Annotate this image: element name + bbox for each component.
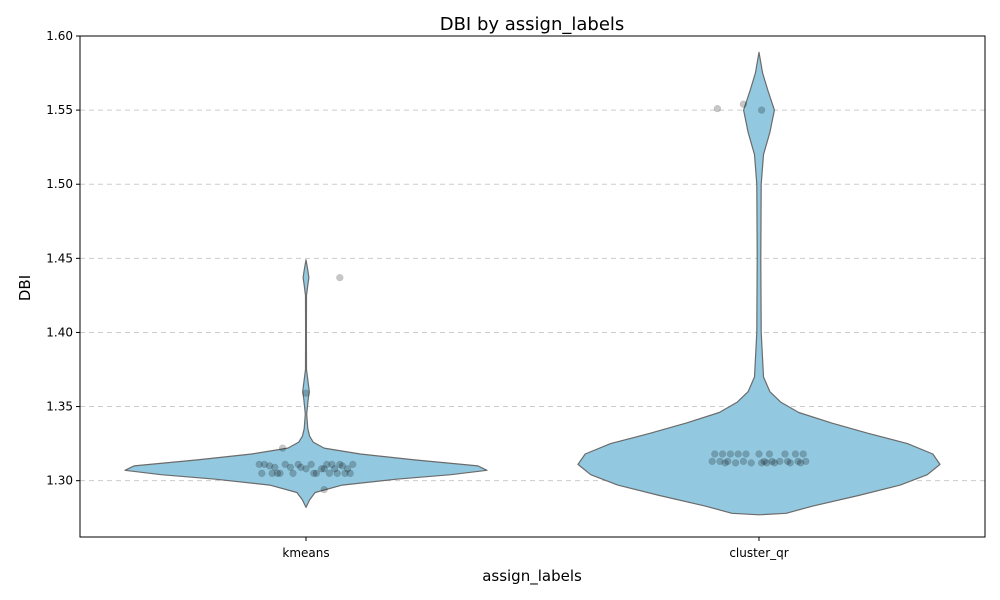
strip-point-kmeans xyxy=(333,469,341,477)
strip-point-cluster_qr xyxy=(794,457,802,466)
x-axis-title: assign_labels xyxy=(482,567,582,586)
violin-cluster_qr xyxy=(577,51,941,516)
y-tick-label: 1.40 xyxy=(46,325,73,339)
y-tick-label: 1.30 xyxy=(46,474,73,488)
strip-point-kmeans xyxy=(271,463,279,471)
strip-point-cluster_qr xyxy=(708,457,716,466)
strip-point-kmeans xyxy=(276,469,284,477)
strip-point-cluster_qr xyxy=(783,457,792,466)
strip-point-cluster_qr xyxy=(747,459,755,467)
strip-point-cluster_qr xyxy=(765,450,774,458)
strip-point-cluster_qr xyxy=(724,457,732,466)
strip-point-kmeans xyxy=(349,460,357,469)
strip-point-kmeans xyxy=(297,463,305,471)
strip-point-kmeans xyxy=(286,463,295,471)
strip-point-cluster_qr xyxy=(716,457,724,466)
strip-point-cluster_qr xyxy=(739,457,748,466)
y-axis-title: DBI xyxy=(16,275,34,301)
strip-point-cluster_qr xyxy=(742,450,750,458)
strip-points xyxy=(255,100,810,494)
strip-point-kmeans xyxy=(325,469,334,477)
strip-point-cluster_qr xyxy=(799,450,807,458)
strip-point-kmeans xyxy=(255,460,263,469)
strip-point-cluster_qr xyxy=(726,450,735,458)
strip-point-kmeans xyxy=(289,469,297,477)
strip-point-cluster_qr xyxy=(796,459,805,467)
strip-point-kmeans xyxy=(278,444,287,452)
strip-point-kmeans xyxy=(260,460,269,469)
chart-title: DBI by assign_labels xyxy=(440,14,625,35)
violin-kmeans xyxy=(124,259,488,508)
strip-point-kmeans xyxy=(294,460,302,469)
strip-point-cluster_qr xyxy=(757,459,766,467)
strip-point-cluster_qr xyxy=(781,450,789,458)
x-tick-label: cluster_qr xyxy=(729,546,788,560)
strip-point-cluster_qr xyxy=(739,100,748,108)
strip-point-kmeans xyxy=(268,469,276,477)
strip-point-kmeans xyxy=(330,465,339,473)
strip-point-cluster_qr xyxy=(768,457,776,466)
strip-point-cluster_qr xyxy=(763,459,771,467)
strip-point-cluster_qr xyxy=(760,457,768,466)
y-axis-ticks: 1.30 1.35 1.40 1.45 1.50 1.55 1.60 xyxy=(46,29,80,488)
strip-point-kmeans xyxy=(302,465,310,473)
strip-point-cluster_qr xyxy=(791,450,800,458)
y-tick-label: 1.55 xyxy=(46,103,73,117)
strip-point-kmeans xyxy=(302,389,310,397)
strip-point-cluster_qr xyxy=(718,450,727,458)
x-axis-ticks: kmeans cluster_qr xyxy=(282,537,789,560)
strip-point-kmeans xyxy=(320,465,328,473)
x-tick-label: kmeans xyxy=(282,546,329,560)
strip-point-kmeans xyxy=(343,465,352,473)
strip-point-cluster_qr xyxy=(770,459,779,467)
strip-point-kmeans xyxy=(338,462,347,470)
strip-point-kmeans xyxy=(265,462,274,470)
strip-point-kmeans xyxy=(323,460,331,469)
strip-point-kmeans xyxy=(258,469,266,477)
strip-point-kmeans xyxy=(320,485,328,494)
strip-point-kmeans xyxy=(307,460,315,469)
strip-point-kmeans xyxy=(346,469,354,477)
grid-lines xyxy=(80,35,985,482)
strip-point-cluster_qr xyxy=(802,457,810,466)
violins xyxy=(124,51,941,516)
y-tick-label: 1.50 xyxy=(46,177,73,191)
strip-point-kmeans xyxy=(328,460,336,469)
strip-point-cluster_qr xyxy=(776,457,784,466)
y-tick-label: 1.35 xyxy=(46,400,73,414)
strip-point-kmeans xyxy=(310,469,318,477)
strip-point-kmeans xyxy=(341,469,349,477)
strip-point-kmeans xyxy=(336,460,344,469)
strip-point-cluster_qr xyxy=(734,450,742,458)
strip-point-cluster_qr xyxy=(711,450,719,458)
strip-point-cluster_qr xyxy=(731,459,740,467)
strip-point-cluster_qr xyxy=(755,450,763,458)
strip-point-cluster_qr xyxy=(786,459,794,467)
strip-point-kmeans xyxy=(273,469,282,477)
y-tick-label: 1.45 xyxy=(46,251,73,265)
strip-point-kmeans xyxy=(317,465,326,473)
strip-point-cluster_qr xyxy=(757,106,766,114)
plot-frame xyxy=(79,35,986,538)
strip-point-cluster_qr xyxy=(713,104,722,113)
strip-point-kmeans xyxy=(336,273,344,282)
y-tick-label: 1.60 xyxy=(46,29,73,43)
strip-point-cluster_qr xyxy=(721,459,729,467)
strip-point-kmeans xyxy=(281,460,289,469)
strip-point-kmeans xyxy=(312,469,321,477)
